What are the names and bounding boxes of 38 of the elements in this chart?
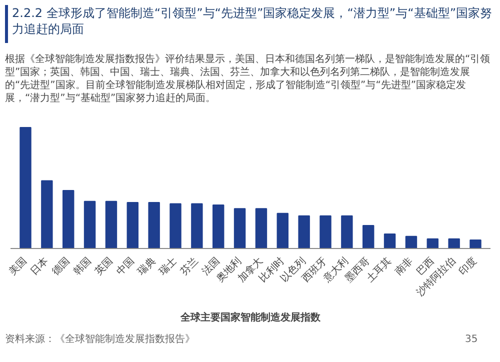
bar (84, 200, 96, 248)
bar (470, 240, 482, 248)
bar (105, 200, 118, 248)
x-tick-label: 德国 (50, 256, 72, 278)
x-tick-label: 南非 (392, 254, 416, 278)
bar (148, 202, 160, 248)
x-tick-label: 英国 (92, 254, 116, 278)
bar (405, 236, 418, 248)
x-tick-label: 日本 (28, 254, 51, 278)
bar (320, 215, 332, 248)
bar (191, 203, 203, 248)
x-tick-label: 芬兰 (178, 254, 201, 278)
x-tick-label: 美国 (6, 254, 30, 278)
bar (276, 212, 288, 248)
bar (426, 238, 438, 248)
bar (62, 190, 74, 248)
x-tick-label: 瑞典 (135, 254, 158, 278)
bar (448, 238, 460, 248)
text: 35 (465, 333, 478, 347)
x-tick-label: 瑞士 (156, 254, 180, 278)
bar (41, 180, 53, 248)
x-tick-label: 韩国 (71, 254, 94, 278)
text: 2.2.2 全球形成了智能制造“引领型”与“先进型”国家稳定发展，“潜力型”与“基础型”国家努力追赶的局面 (12, 5, 494, 37)
bar (20, 127, 32, 248)
text: 全球主要国家智能制造发展指数 (180, 312, 322, 324)
text: 根据《全球智能制造发展指数报告》评价结果显示，美国、日本和德国名列第一梯队，是智能制造发展的“引领型”国家；英国、韩国、中国、瑞士、瑞典、法国、芬兰、加拿大和以色列名列第二梯队，是智能制造发展的“先进型”国家。目前全球智能制造发展梯队相对固定，形成了智能制造“引领型”与“先进型”国家稳定发展，“潜力型”与“基础型”国家努力追赶的局面。 (5, 53, 492, 105)
bar (384, 233, 396, 248)
x-tick-label: 印度 (456, 254, 480, 278)
x-tick-label: 中国 (114, 254, 137, 278)
bar (341, 215, 353, 248)
bar (362, 225, 374, 248)
bar (126, 202, 138, 248)
bar (170, 203, 182, 248)
bar (234, 208, 246, 248)
bar (212, 204, 224, 248)
bar (255, 208, 268, 248)
bar (298, 215, 310, 248)
text: 资料来源：《全球智能制造发展指数报告》 (5, 334, 195, 345)
